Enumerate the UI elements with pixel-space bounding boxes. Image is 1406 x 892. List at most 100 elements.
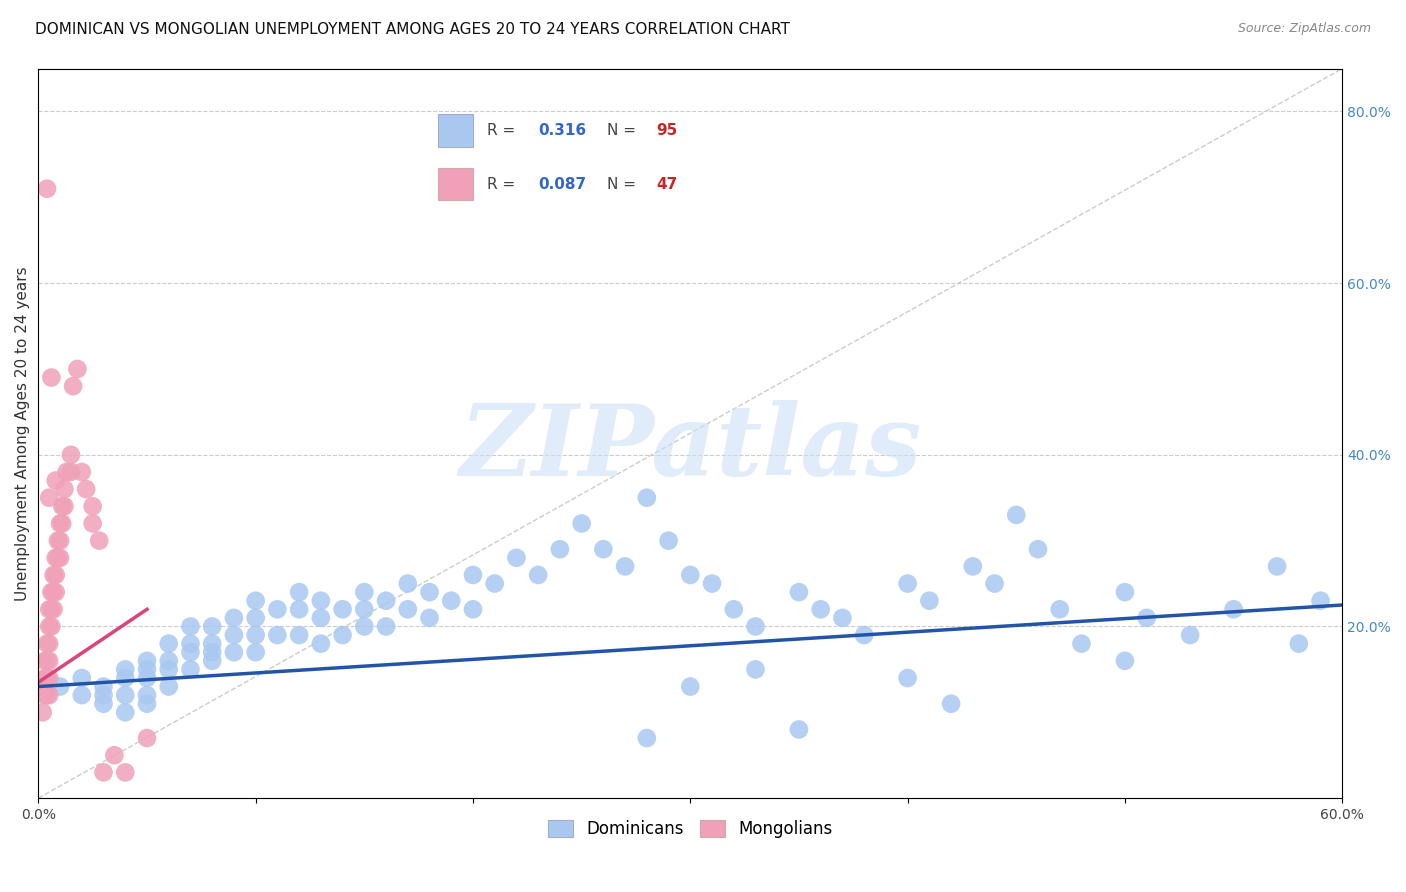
Point <box>38 602 60 616</box>
Point <box>45 585 67 599</box>
Point <box>418 611 440 625</box>
Point <box>1178 628 1201 642</box>
Point <box>82 500 104 514</box>
Point <box>51 500 73 514</box>
Point <box>70 688 93 702</box>
Point <box>787 585 810 599</box>
Point <box>897 576 920 591</box>
Point <box>1026 542 1049 557</box>
Point <box>461 568 484 582</box>
Point <box>484 576 506 591</box>
Point <box>201 637 224 651</box>
Point <box>1136 611 1159 625</box>
Point <box>41 619 63 633</box>
Point <box>114 688 136 702</box>
Point <box>375 619 398 633</box>
Point <box>31 706 53 720</box>
Point <box>75 482 97 496</box>
Point <box>1222 602 1244 616</box>
Point <box>114 671 136 685</box>
Point <box>288 602 311 616</box>
Point <box>38 688 60 702</box>
Point <box>41 370 63 384</box>
Point <box>614 559 637 574</box>
Point <box>82 516 104 531</box>
Point <box>309 611 332 625</box>
Point <box>288 628 311 642</box>
Point <box>53 500 76 514</box>
Point <box>42 568 65 582</box>
Point <box>222 611 245 625</box>
Point <box>548 542 571 557</box>
Point <box>744 619 766 633</box>
Point <box>55 465 77 479</box>
Point <box>918 593 941 607</box>
Point <box>179 662 201 676</box>
Point <box>66 362 89 376</box>
Point <box>45 550 67 565</box>
Point <box>59 448 82 462</box>
Point <box>222 628 245 642</box>
Point <box>1265 559 1288 574</box>
Point <box>93 697 115 711</box>
Point <box>136 731 159 745</box>
Point <box>288 585 311 599</box>
Point <box>201 645 224 659</box>
Point <box>34 671 56 685</box>
Point <box>38 654 60 668</box>
Point <box>723 602 745 616</box>
Point <box>70 671 93 685</box>
Point <box>38 637 60 651</box>
Point <box>51 516 73 531</box>
Point <box>853 628 876 642</box>
Point <box>396 576 419 591</box>
Point <box>636 731 658 745</box>
Legend: Dominicans, Mongolians: Dominicans, Mongolians <box>541 813 839 845</box>
Text: DOMINICAN VS MONGOLIAN UNEMPLOYMENT AMONG AGES 20 TO 24 YEARS CORRELATION CHART: DOMINICAN VS MONGOLIAN UNEMPLOYMENT AMON… <box>35 22 790 37</box>
Point <box>332 628 354 642</box>
Point <box>983 576 1005 591</box>
Point <box>353 619 375 633</box>
Point <box>136 662 159 676</box>
Point <box>93 688 115 702</box>
Point <box>461 602 484 616</box>
Point <box>49 680 72 694</box>
Point <box>897 671 920 685</box>
Point <box>70 465 93 479</box>
Point <box>89 533 111 548</box>
Point <box>157 662 180 676</box>
Point <box>1114 585 1136 599</box>
Point <box>62 379 84 393</box>
Point <box>245 611 267 625</box>
Point <box>679 568 702 582</box>
Point <box>136 688 159 702</box>
Point <box>49 516 72 531</box>
Point <box>42 602 65 616</box>
Point <box>45 474 67 488</box>
Point <box>309 593 332 607</box>
Point <box>1005 508 1028 522</box>
Point <box>179 645 201 659</box>
Point <box>35 654 58 668</box>
Point <box>41 602 63 616</box>
Point <box>332 602 354 616</box>
Point <box>59 465 82 479</box>
Point <box>49 533 72 548</box>
Point <box>38 491 60 505</box>
Point <box>831 611 853 625</box>
Point <box>527 568 550 582</box>
Point <box>396 602 419 616</box>
Point <box>34 654 56 668</box>
Point <box>114 706 136 720</box>
Point <box>1114 654 1136 668</box>
Point <box>179 619 201 633</box>
Point <box>49 550 72 565</box>
Point <box>179 637 201 651</box>
Point <box>34 688 56 702</box>
Point <box>309 637 332 651</box>
Point <box>353 602 375 616</box>
Point <box>46 550 69 565</box>
Point <box>93 765 115 780</box>
Point <box>157 654 180 668</box>
Point <box>700 576 723 591</box>
